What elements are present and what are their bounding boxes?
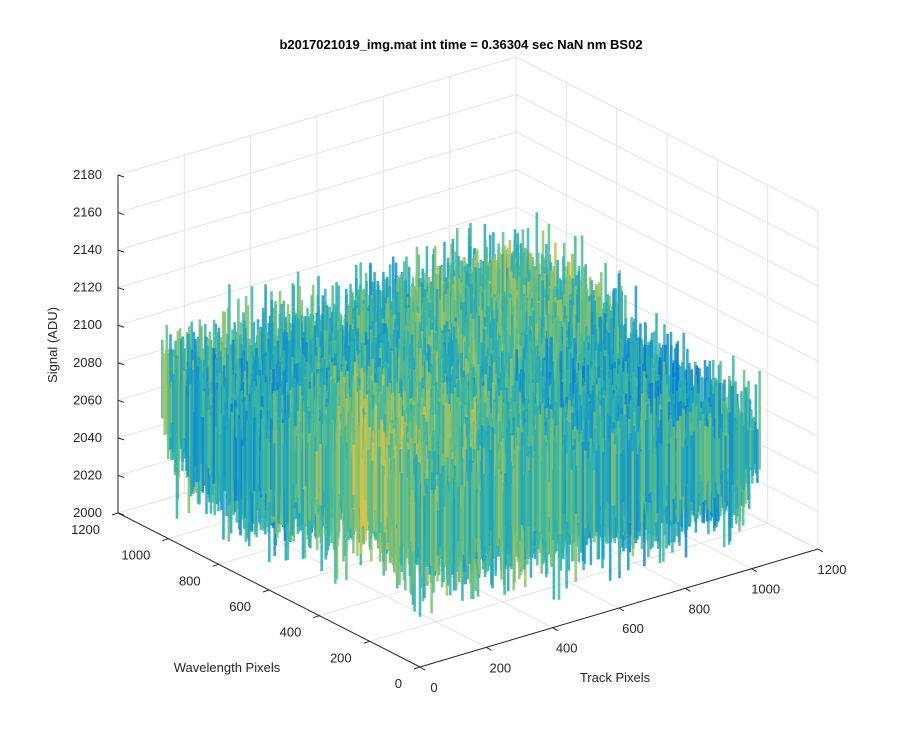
wall-gridline (117, 94, 517, 214)
surface-mesh (161, 212, 761, 617)
wall-gridline (515, 94, 819, 250)
floor-gridline (369, 522, 768, 642)
wall-gridline (117, 206, 517, 326)
wall-gridline (515, 131, 819, 287)
wall-gridline (117, 169, 517, 289)
wall-gridline (515, 56, 819, 212)
wall-gridline (515, 169, 819, 325)
wall-gridline (117, 56, 517, 176)
wall-gridline (117, 131, 517, 251)
wall-gridline (515, 206, 819, 362)
